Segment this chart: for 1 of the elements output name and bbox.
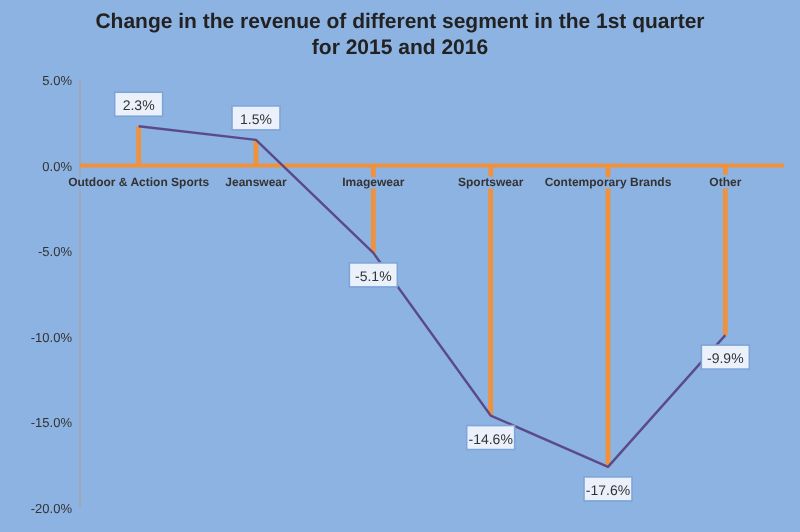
chart-title: Change in the revenue of different segment in the 1st quarter for 2015 and 2016: [95, 10, 705, 60]
